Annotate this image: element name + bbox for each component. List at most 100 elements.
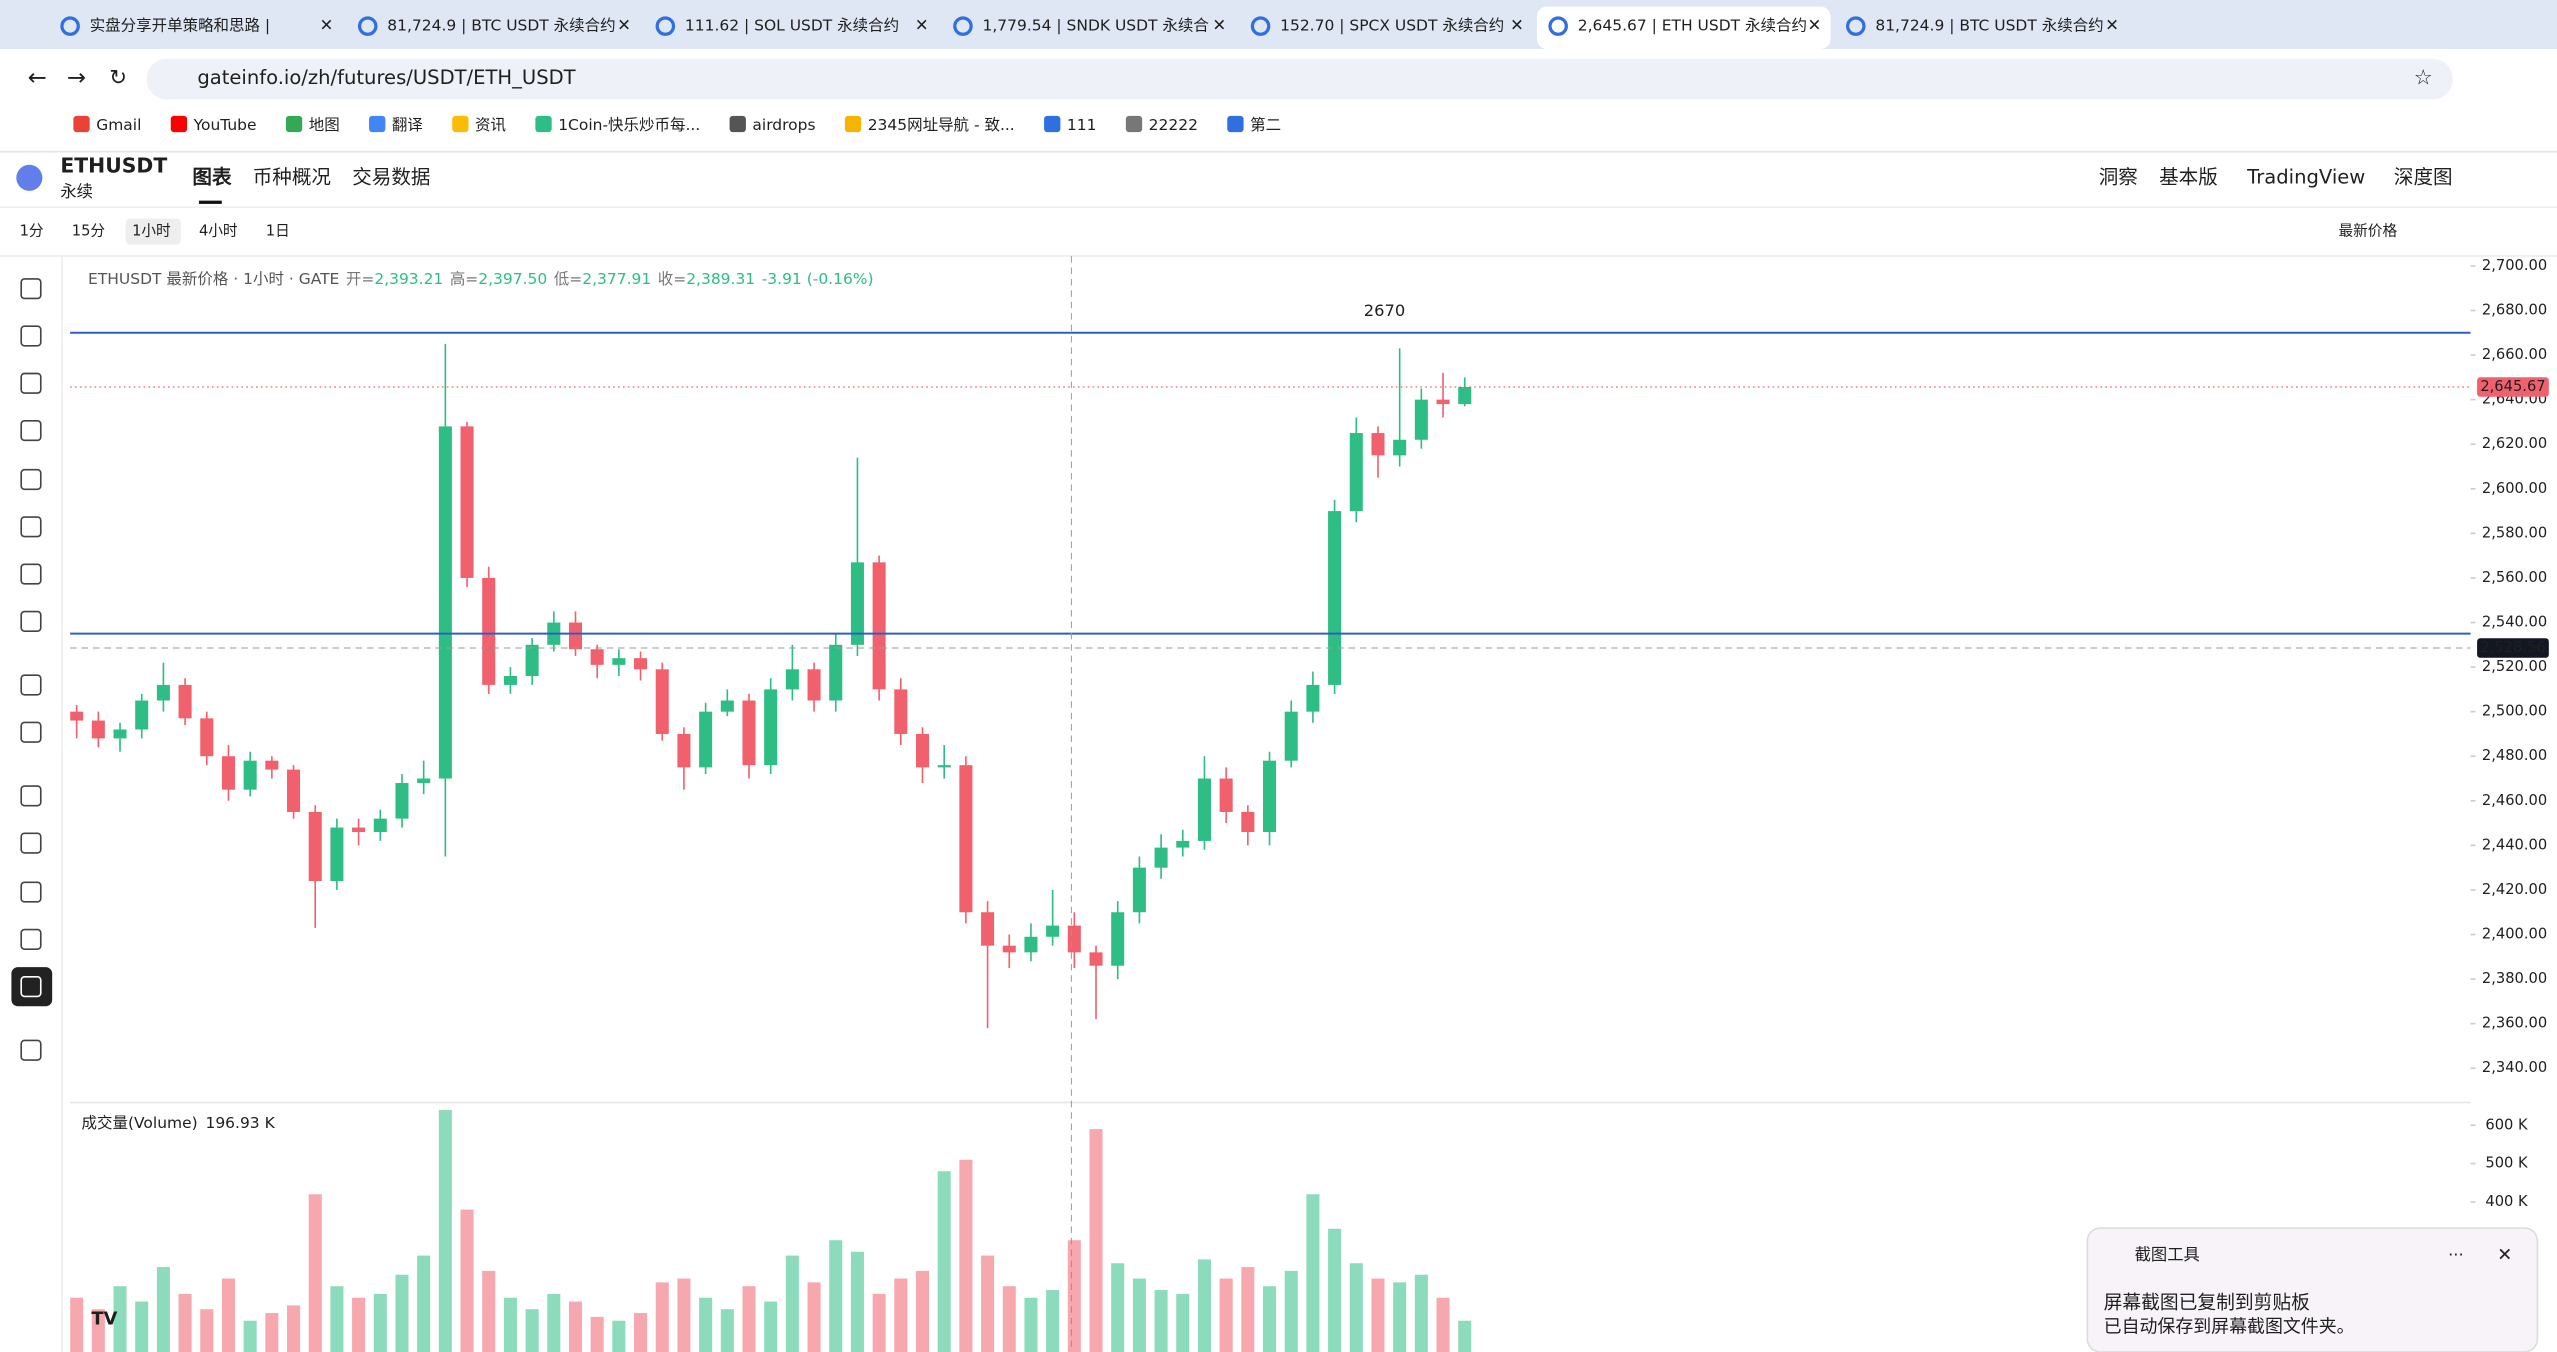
bookmark[interactable]: 资讯: [475, 116, 506, 134]
bookmark[interactable]: 111: [1067, 116, 1097, 134]
tab[interactable]: [1536, 6, 1831, 49]
bookmark[interactable]: Gmail: [96, 116, 141, 134]
tab[interactable]: [1834, 6, 2129, 49]
nav-tab[interactable]: 图表: [192, 165, 232, 188]
volume-bar: [1393, 1282, 1407, 1352]
volume-bar: [70, 1297, 84, 1352]
tool-icon[interactable]: [20, 419, 42, 442]
tool-icon[interactable]: [20, 468, 42, 491]
bookmark[interactable]: 22222: [1149, 116, 1198, 134]
candle-body: [894, 689, 908, 734]
omnibox[interactable]: [146, 58, 2453, 100]
header-link[interactable]: 洞察: [2099, 165, 2138, 188]
interval[interactable]: 15分: [72, 223, 106, 240]
tool-icon[interactable]: [20, 928, 42, 950]
tool-icon[interactable]: [20, 881, 42, 903]
back-button[interactable]: ←: [28, 65, 47, 91]
volume-bar: [1458, 1320, 1472, 1352]
volume-bar: [113, 1286, 127, 1352]
candle-body: [156, 684, 170, 701]
tab-close[interactable]: ✕: [617, 16, 631, 35]
candle-body: [829, 644, 843, 701]
tab-title: 实盘分享开单策略和思路 |: [90, 16, 270, 35]
legend-part: 2,397.50: [478, 269, 547, 287]
bookmark-icon: [535, 115, 552, 133]
y-tick-label: 2,520.00: [2482, 658, 2547, 675]
bookmark[interactable]: YouTube: [193, 116, 257, 134]
volume-bar: [178, 1293, 192, 1352]
tool-icon[interactable]: [20, 721, 42, 743]
candle-body: [503, 676, 517, 685]
tab-close[interactable]: ✕: [320, 16, 334, 35]
bookmark-star[interactable]: ☆: [2414, 64, 2433, 89]
candle-body: [265, 760, 279, 770]
tool-icon[interactable]: [20, 325, 42, 347]
volume-bar: [872, 1293, 886, 1352]
tool-icon[interactable]: [20, 563, 42, 585]
interval[interactable]: 1分: [20, 223, 44, 240]
y-tick-label: 2,580.00: [2482, 524, 2547, 541]
tab[interactable]: [644, 6, 938, 49]
tool-icon[interactable]: [20, 785, 42, 807]
tool-icon[interactable]: [20, 1039, 42, 1061]
price-mode[interactable]: 最新价格: [2338, 223, 2397, 240]
volume-bars: [70, 1109, 1472, 1352]
tool-icon[interactable]: [20, 674, 42, 696]
header-link[interactable]: 深度图: [2394, 165, 2453, 188]
forward-button[interactable]: →: [67, 65, 86, 91]
y-tick-label: 2,700.00: [2482, 257, 2547, 274]
legend-part: 低=: [554, 269, 582, 287]
tool-icon[interactable]: [20, 278, 42, 300]
tool-icon[interactable]: [20, 372, 42, 394]
bookmark[interactable]: airdrops: [752, 116, 815, 134]
candle-body: [330, 827, 344, 882]
volume-bar: [1219, 1278, 1233, 1352]
interval[interactable]: 1小时: [132, 223, 171, 240]
tab-close[interactable]: ✕: [1808, 16, 1822, 35]
notification-app: 截图工具: [2135, 1245, 2200, 1264]
tab-close[interactable]: ✕: [915, 16, 929, 35]
tool-icon[interactable]: [20, 976, 42, 998]
volume-bar: [981, 1255, 995, 1352]
tab-close[interactable]: ✕: [1212, 16, 1226, 35]
header-link[interactable]: TradingView: [2246, 165, 2365, 188]
reload-button[interactable]: ↻: [109, 64, 127, 89]
close-notification[interactable]: ✕: [2497, 1245, 2512, 1266]
bookmark[interactable]: 翻译: [392, 116, 423, 134]
interval[interactable]: 4小时: [199, 223, 238, 240]
interval[interactable]: 1日: [266, 223, 290, 240]
tab-close[interactable]: ✕: [2105, 16, 2119, 35]
tool-icon[interactable]: [20, 832, 42, 854]
header-link[interactable]: 基本版: [2159, 165, 2218, 188]
bookmark[interactable]: 第二: [1250, 116, 1281, 134]
tab-close[interactable]: ✕: [1510, 16, 1524, 35]
eth-icon: [16, 164, 43, 191]
bookmark-icon: [369, 115, 386, 133]
tab[interactable]: [941, 6, 1236, 49]
volume-bar: [417, 1255, 431, 1352]
tab[interactable]: [346, 6, 641, 49]
bookmark-icon: [1044, 115, 1061, 133]
tool-icon[interactable]: [20, 516, 42, 538]
volume-bar: [720, 1309, 734, 1352]
y-tick-label: 2,600.00: [2482, 480, 2547, 497]
volume-tick-label: 400 K: [2485, 1193, 2528, 1210]
bookmark-icon: [285, 115, 303, 133]
candle-body: [243, 760, 257, 790]
tab[interactable]: [48, 6, 343, 49]
bookmark[interactable]: 1Coin-快乐炒币每...: [558, 116, 700, 134]
tab-icon: [953, 16, 973, 36]
tab[interactable]: [1239, 6, 1533, 49]
bookmark[interactable]: 地图: [309, 116, 340, 134]
volume-bar: [1328, 1228, 1342, 1352]
legend-part: 收=: [658, 269, 686, 287]
volume-bar: [352, 1297, 366, 1352]
bookmark-icon: [1227, 115, 1244, 133]
candle-body: [113, 729, 127, 739]
bookmark[interactable]: 2345网址导航 - 致...: [868, 116, 1015, 134]
nav-tab[interactable]: 币种概况: [253, 165, 331, 188]
tool-icon[interactable]: [20, 610, 42, 632]
nav-tab[interactable]: 交易数据: [352, 165, 430, 188]
y-tick-label: 2,680.00: [2482, 301, 2547, 318]
more-button[interactable]: ···: [2448, 1245, 2464, 1264]
